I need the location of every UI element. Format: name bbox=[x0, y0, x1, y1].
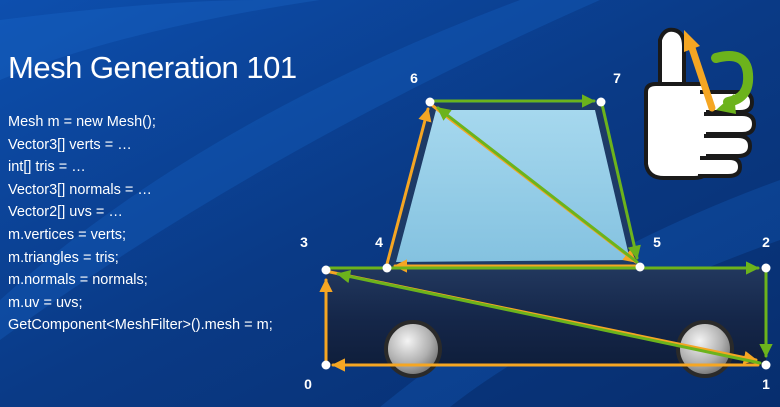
code-line: Vector2[] uvs = … bbox=[8, 204, 123, 221]
edge-5-6 bbox=[436, 106, 639, 264]
slide-title: Mesh Generation 101 bbox=[8, 50, 297, 85]
vertex-dot-2 bbox=[761, 263, 771, 273]
code-line: m.vertices = verts; bbox=[8, 226, 127, 243]
code-line: Mesh m = new Mesh(); bbox=[8, 114, 156, 130]
code-line: Vector3[] verts = … bbox=[8, 136, 132, 153]
vertex-label-5: 5 bbox=[653, 234, 661, 250]
vertex-dot-7 bbox=[596, 97, 606, 107]
vertex-label-0: 0 bbox=[304, 376, 312, 392]
vertex-label-6: 6 bbox=[410, 70, 418, 86]
vertex-label-7: 7 bbox=[613, 70, 621, 86]
front-wheel bbox=[384, 320, 442, 378]
car-window bbox=[396, 110, 630, 262]
vertex-dot-0 bbox=[321, 360, 331, 370]
vertex-label-2: 2 bbox=[762, 234, 770, 250]
code-block: Mesh m = new Mesh(); Vector3[] verts = …… bbox=[8, 111, 273, 337]
vertex-label-4: 4 bbox=[375, 234, 383, 250]
code-line: Vector3[] normals = … bbox=[8, 181, 152, 198]
edge-4-6 bbox=[385, 107, 432, 266]
code-line: int[] tris = … bbox=[8, 159, 86, 176]
vertex-label-3: 3 bbox=[300, 234, 308, 250]
vertex-dot-1 bbox=[761, 360, 771, 370]
edge-1-3 bbox=[336, 269, 762, 365]
code-line: GetComponent<MeshFilter>().mesh = m; bbox=[8, 317, 273, 334]
code-line: m.triangles = tris; bbox=[8, 249, 119, 266]
thumbs-up-icon bbox=[644, 27, 756, 180]
code-line: m.uv = uvs; bbox=[8, 294, 83, 311]
vertex-dot-3 bbox=[321, 265, 331, 275]
vertex-dot-4 bbox=[382, 263, 392, 273]
vertex-dot-5 bbox=[635, 262, 645, 272]
vertex-label-1: 1 bbox=[762, 376, 770, 392]
vertex-dot-6 bbox=[425, 97, 435, 107]
edge-7-5 bbox=[600, 102, 641, 260]
code-line: m.normals = normals; bbox=[8, 272, 148, 289]
